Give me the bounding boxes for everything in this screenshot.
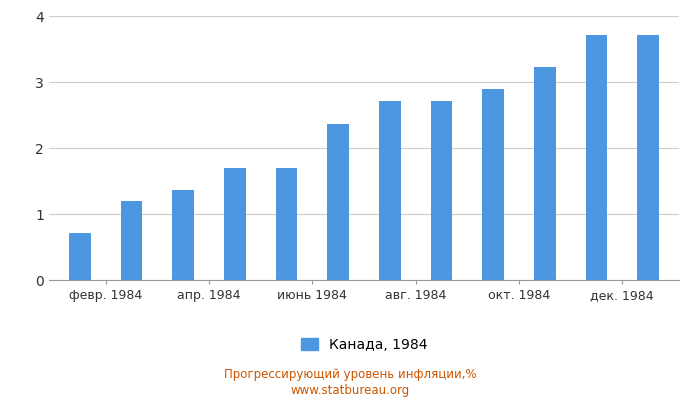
Legend: Канада, 1984: Канада, 1984 (295, 332, 433, 358)
Bar (430, 101, 452, 280)
Bar (534, 68, 556, 280)
Text: www.statbureau.org: www.statbureau.org (290, 384, 410, 397)
Bar (69, 233, 91, 280)
Bar (379, 101, 400, 280)
Bar (172, 190, 194, 280)
Bar (482, 89, 504, 280)
Bar (328, 124, 349, 280)
Bar (585, 35, 607, 280)
Bar (121, 201, 143, 280)
Bar (276, 168, 298, 280)
Text: Прогрессирующий уровень инфляции,%: Прогрессирующий уровень инфляции,% (224, 368, 476, 381)
Bar (637, 35, 659, 280)
Bar (224, 168, 246, 280)
